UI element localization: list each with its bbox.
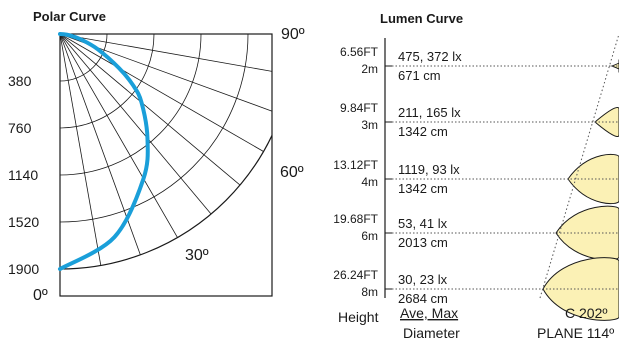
polar-tick-labels: 380 760 1140 1520 1900 bbox=[8, 73, 39, 277]
angle-label-0: 0º bbox=[33, 287, 48, 304]
polar-grid bbox=[60, 34, 272, 270]
c-angle-label: C 202º bbox=[565, 305, 607, 321]
row-diameter: 1342 cm bbox=[398, 181, 448, 196]
beam-shape bbox=[610, 59, 619, 73]
row-height-ft: 19.68FT bbox=[333, 212, 378, 226]
polar-ring bbox=[60, 34, 249, 223]
polar-curve-chart: Polar Curve 380 760 1140 1520 1900 0º 30… bbox=[8, 9, 305, 304]
row-height-m: 2m bbox=[361, 62, 378, 76]
row-ave-max: 30, 23 lx bbox=[398, 272, 448, 287]
radial-tick-label: 1900 bbox=[8, 261, 39, 277]
polar-ring bbox=[60, 133, 272, 270]
polar-spoke bbox=[60, 34, 212, 215]
beam-shape bbox=[567, 153, 619, 205]
polar-spoke bbox=[60, 34, 264, 152]
angle-label-90: 90º bbox=[281, 26, 305, 43]
radial-tick-label: 760 bbox=[8, 120, 32, 136]
row-diameter: 671 cm bbox=[398, 68, 441, 83]
row-height-ft: 9.84FT bbox=[340, 101, 379, 115]
row-height-m: 8m bbox=[361, 285, 378, 299]
polar-spoke bbox=[60, 34, 241, 186]
plane-label: PLANE 114º bbox=[537, 325, 614, 341]
row-ave-max: 211, 165 lx bbox=[398, 105, 461, 120]
diameter-label: Diameter bbox=[403, 325, 460, 341]
row-height-ft: 26.24FT bbox=[333, 268, 378, 282]
polar-series bbox=[58, 32, 150, 271]
row-height-m: 6m bbox=[361, 229, 378, 243]
radial-tick-label: 380 bbox=[8, 73, 32, 89]
lumen-rows: 6.56FT 2m 475, 372 lx 671 cm 9.84FT 3m 211, 16… bbox=[333, 45, 619, 306]
angle-label-60: 60º bbox=[280, 164, 304, 181]
radial-tick-label: 1520 bbox=[8, 214, 39, 230]
row-diameter: 2013 cm bbox=[398, 235, 448, 250]
row-height-ft: 13.12FT bbox=[333, 158, 378, 172]
angle-label-30: 30º bbox=[185, 247, 209, 264]
beam-shape bbox=[555, 205, 619, 261]
radial-tick-label: 1140 bbox=[8, 167, 38, 183]
row-diameter: 2684 cm bbox=[398, 291, 448, 306]
polar-curve-line bbox=[58, 32, 150, 271]
polar-curve-title: Polar Curve bbox=[33, 9, 106, 24]
row-height-ft: 6.56FT bbox=[340, 45, 379, 59]
height-label: Height bbox=[338, 309, 379, 325]
row-height-m: 3m bbox=[361, 118, 378, 132]
row-ave-max: 1119, 93 lx bbox=[398, 162, 460, 177]
beam-shapes bbox=[542, 59, 619, 321]
polar-spoke bbox=[60, 34, 102, 266]
row-ave-max: 53, 41 lx bbox=[398, 216, 448, 231]
row-ave-max: 475, 372 lx bbox=[398, 49, 462, 64]
row-diameter: 1342 cm bbox=[398, 124, 448, 139]
lumen-curve-chart: Lumen Curve 6.56FT 2m 475, 372 lx 671 cm 9.8… bbox=[333, 11, 619, 341]
polar-ring bbox=[60, 34, 202, 176]
polar-spoke bbox=[60, 34, 272, 72]
row-height-m: 4m bbox=[361, 175, 378, 189]
lumen-curve-title: Lumen Curve bbox=[380, 11, 463, 26]
polar-ring bbox=[60, 34, 155, 129]
polar-spoke bbox=[60, 34, 178, 238]
ave-max-label: Ave, Max bbox=[400, 305, 458, 321]
polar-frame bbox=[59, 33, 273, 297]
